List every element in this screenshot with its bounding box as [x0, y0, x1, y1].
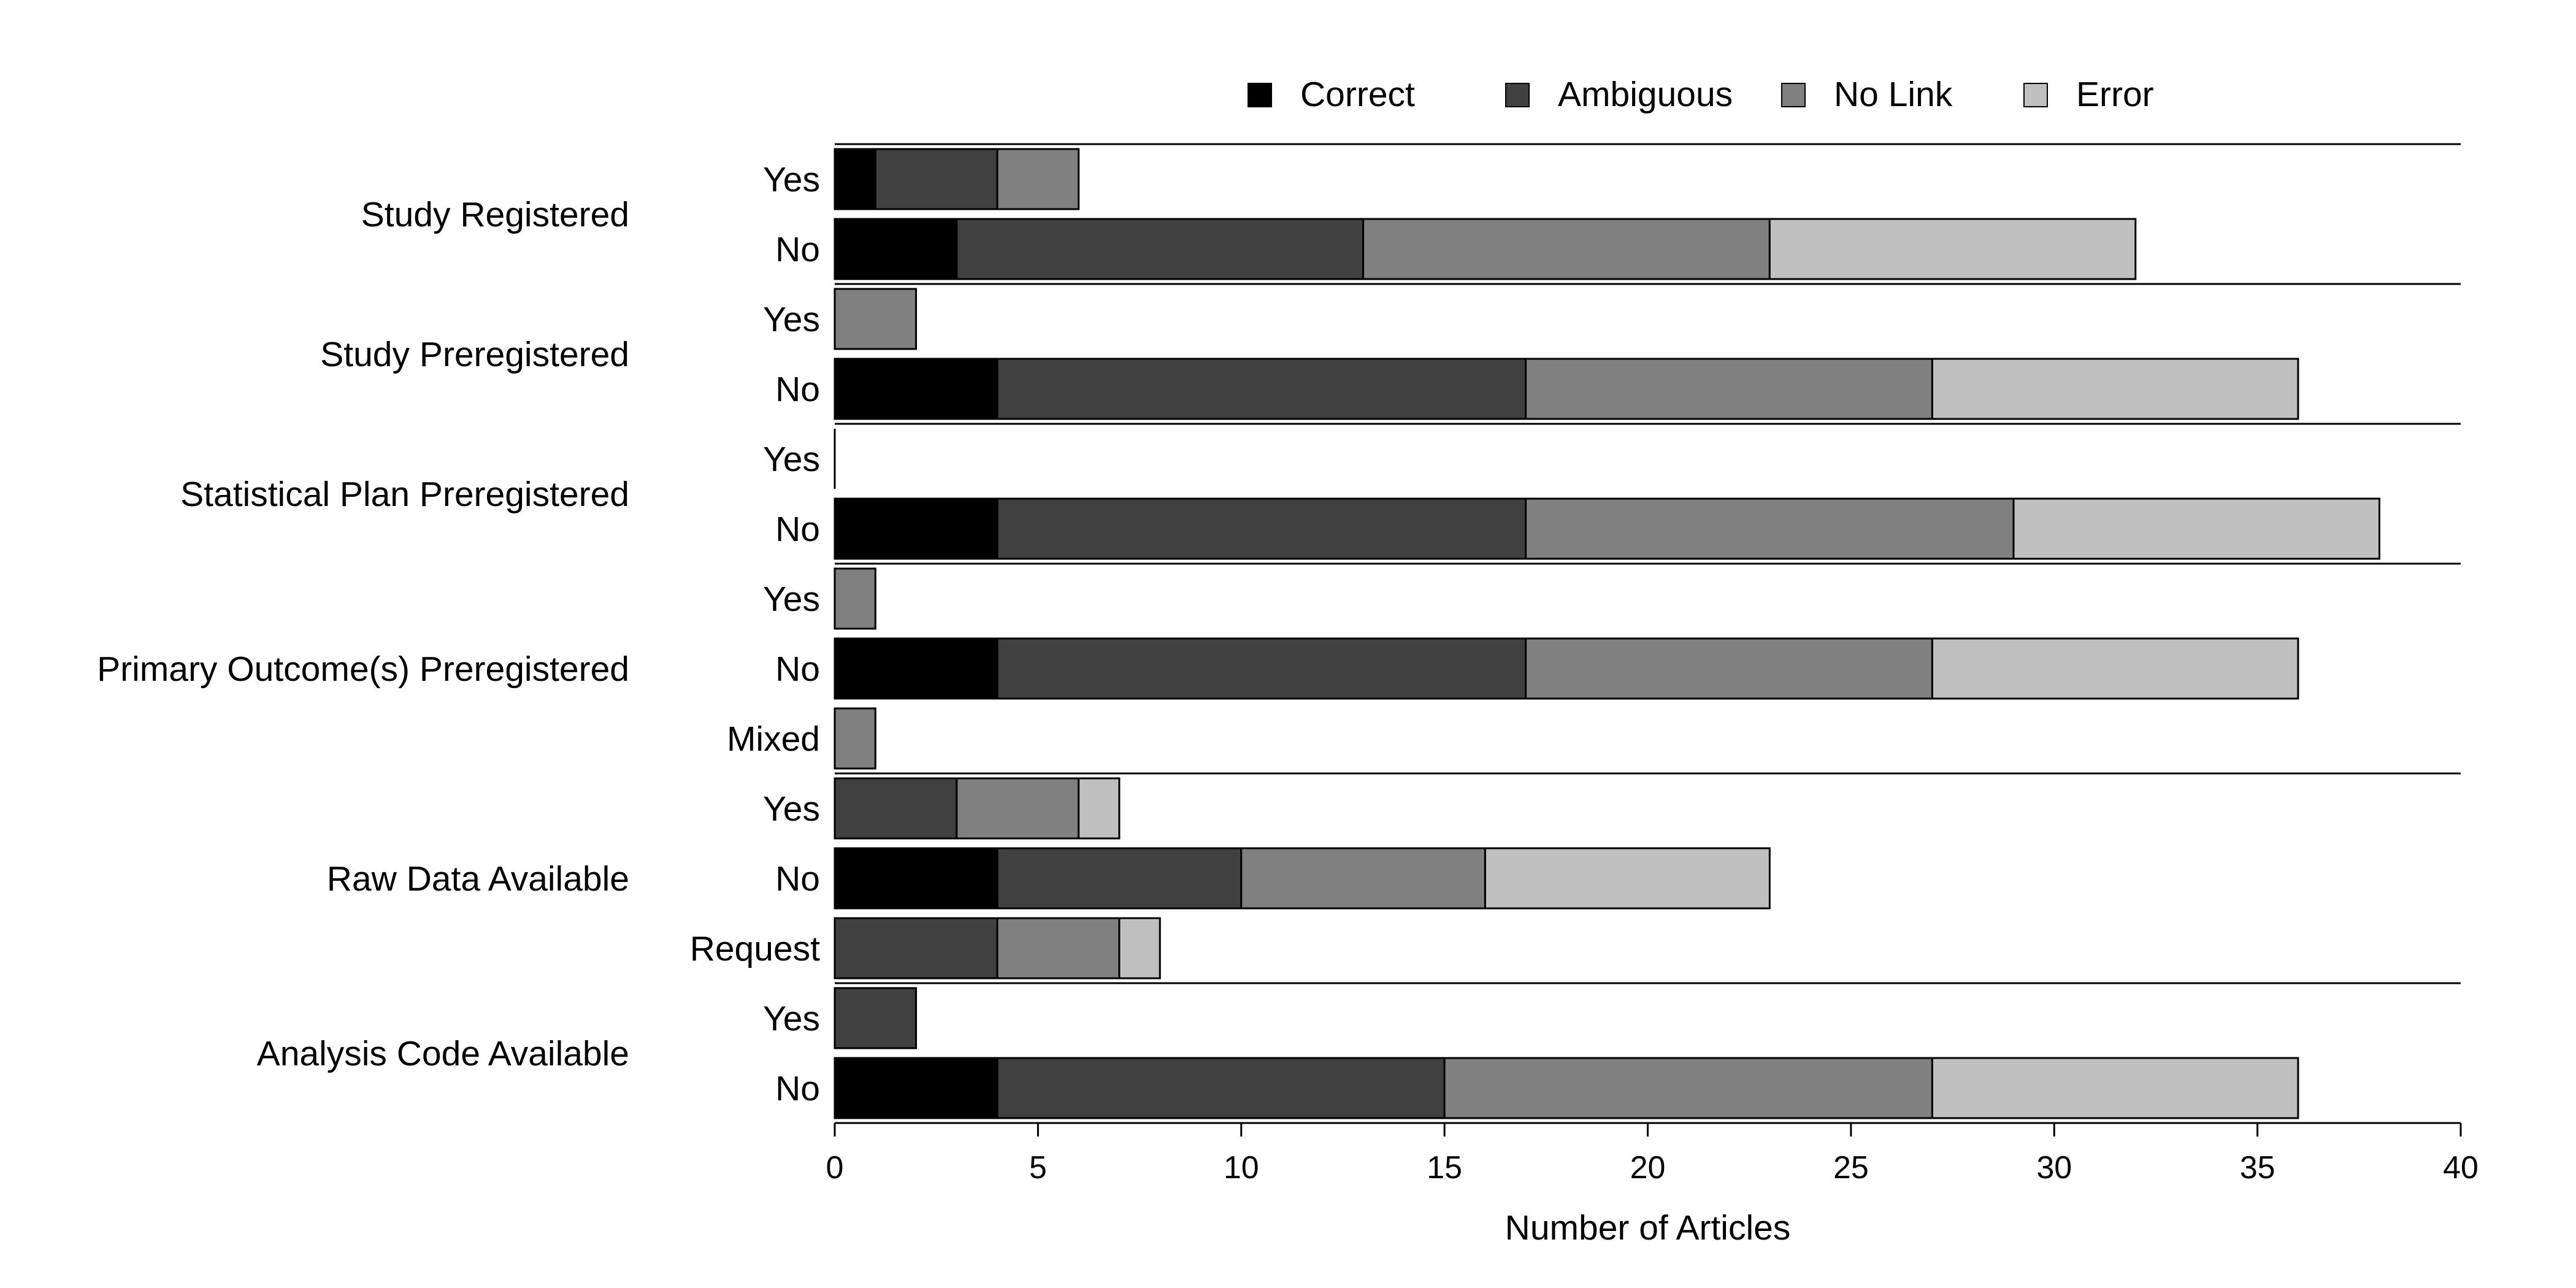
x-tick-label: 15: [1427, 1150, 1462, 1186]
row-label: Yes: [763, 999, 820, 1038]
bar-segment-error: [1118, 917, 1161, 979]
group-label-statistical-plan-preregistered: Statistical Plan Preregistered: [180, 475, 629, 514]
bar-segment-correct: [834, 847, 999, 910]
bar-segment-correct: [834, 218, 958, 280]
bar-segment-no-link: [996, 148, 1080, 210]
row-label: Yes: [763, 789, 820, 829]
bar-segment-error: [1484, 847, 1771, 910]
x-tick-label: 25: [1833, 1150, 1869, 1186]
row-label: No: [775, 370, 820, 409]
bar-segment-error: [1931, 1057, 2299, 1119]
bar-segment-no-link: [1443, 1057, 1933, 1119]
bar-segment-no-link: [996, 917, 1121, 979]
bar-segment-ambiguous: [996, 358, 1527, 420]
bar-segment-error: [1931, 637, 2299, 700]
bar-segment-no-link: [1525, 358, 1933, 420]
bar-segment-correct: [834, 637, 999, 700]
group-label-raw-data-available: Raw Data Available: [327, 859, 629, 899]
legend-label-ambiguous: Ambiguous: [1558, 75, 1733, 114]
bar-segment-error: [1931, 358, 2299, 420]
legend-label-no-link: No Link: [1834, 75, 1953, 114]
row-label: Yes: [763, 580, 820, 619]
x-tick-label: 10: [1224, 1150, 1259, 1186]
legend-swatch-no-link: [1781, 83, 1806, 107]
legend-swatch-correct: [1248, 83, 1272, 107]
bars: [834, 148, 2380, 1119]
x-tick-label: 35: [2240, 1150, 2275, 1186]
bar-segment-no-link: [1240, 847, 1486, 910]
bar-segment-no-link: [956, 777, 1080, 840]
x-tick-label: 5: [1029, 1150, 1047, 1186]
bar-segment-correct: [834, 358, 999, 420]
x-tick-label: 30: [2036, 1150, 2072, 1186]
legend-swatch-ambiguous: [1505, 83, 1530, 107]
bar-segment-no-link: [1525, 497, 2015, 560]
x-axis: 0 5 10 15 20 25 30 35 40: [826, 1122, 2478, 1186]
row-label: Yes: [763, 160, 820, 199]
bar-segment-ambiguous: [874, 148, 999, 210]
row-label: Yes: [763, 300, 820, 339]
row-label: Yes: [763, 440, 820, 479]
x-tick-label: 20: [1630, 1150, 1666, 1186]
row-label: Request: [690, 929, 820, 968]
bar-segment-error: [1768, 218, 2137, 280]
row-label: No: [775, 510, 820, 549]
row-labels: Yes No Yes No Yes No Yes No Mixed Yes No Request Yes…: [690, 160, 820, 1108]
bar-segment-error: [2012, 497, 2380, 560]
bar-segment-ambiguous: [834, 917, 999, 979]
legend-swatch-error: [2023, 83, 2048, 107]
bar-segment-no-link: [834, 707, 876, 770]
bar-segment-ambiguous: [996, 497, 1527, 560]
group-labels: Study Registered Study Preregistered Stati…: [97, 195, 629, 1073]
bar-segment-ambiguous: [956, 218, 1365, 280]
group-separators: [835, 143, 2461, 984]
row-label: No: [775, 1069, 820, 1108]
bar-segment-ambiguous: [996, 847, 1243, 910]
bar-segment-correct: [834, 1057, 999, 1119]
bar-segment-ambiguous: [996, 1057, 1446, 1119]
bar-segment-ambiguous: [834, 777, 958, 840]
bar-segment-no-link: [1362, 218, 1771, 280]
bar-segment-ambiguous: [834, 987, 918, 1049]
bar-segment-no-link: [834, 567, 876, 630]
x-tick-label: 40: [2443, 1150, 2478, 1186]
x-axis-title: Number of Articles: [1505, 1208, 1791, 1248]
bar-segment-error: [1078, 777, 1121, 840]
row-label: No: [775, 230, 820, 269]
group-label-analysis-code-available: Analysis Code Available: [257, 1034, 629, 1073]
x-tick-label: 0: [826, 1150, 844, 1186]
bar-segment-correct: [834, 497, 999, 560]
bar-segment-correct: [834, 148, 876, 210]
bar-segment-no-link: [834, 288, 918, 350]
bar-segment-no-link: [1525, 637, 1933, 700]
row-label: No: [775, 859, 820, 899]
group-label-primary-outcome-s-preregistered: Primary Outcome(s) Preregistered: [97, 650, 629, 689]
legend: Correct Ambiguous No Link Error: [1248, 75, 2154, 114]
group-label-study-preregistered: Study Preregistered: [320, 335, 629, 374]
legend-label-error: Error: [2076, 75, 2154, 114]
group-label-study-registered: Study Registered: [361, 195, 629, 234]
bar-segment-ambiguous: [996, 637, 1527, 700]
legend-label-correct: Correct: [1300, 75, 1415, 114]
row-label: No: [775, 650, 820, 689]
row-label: Mixed: [727, 719, 820, 759]
